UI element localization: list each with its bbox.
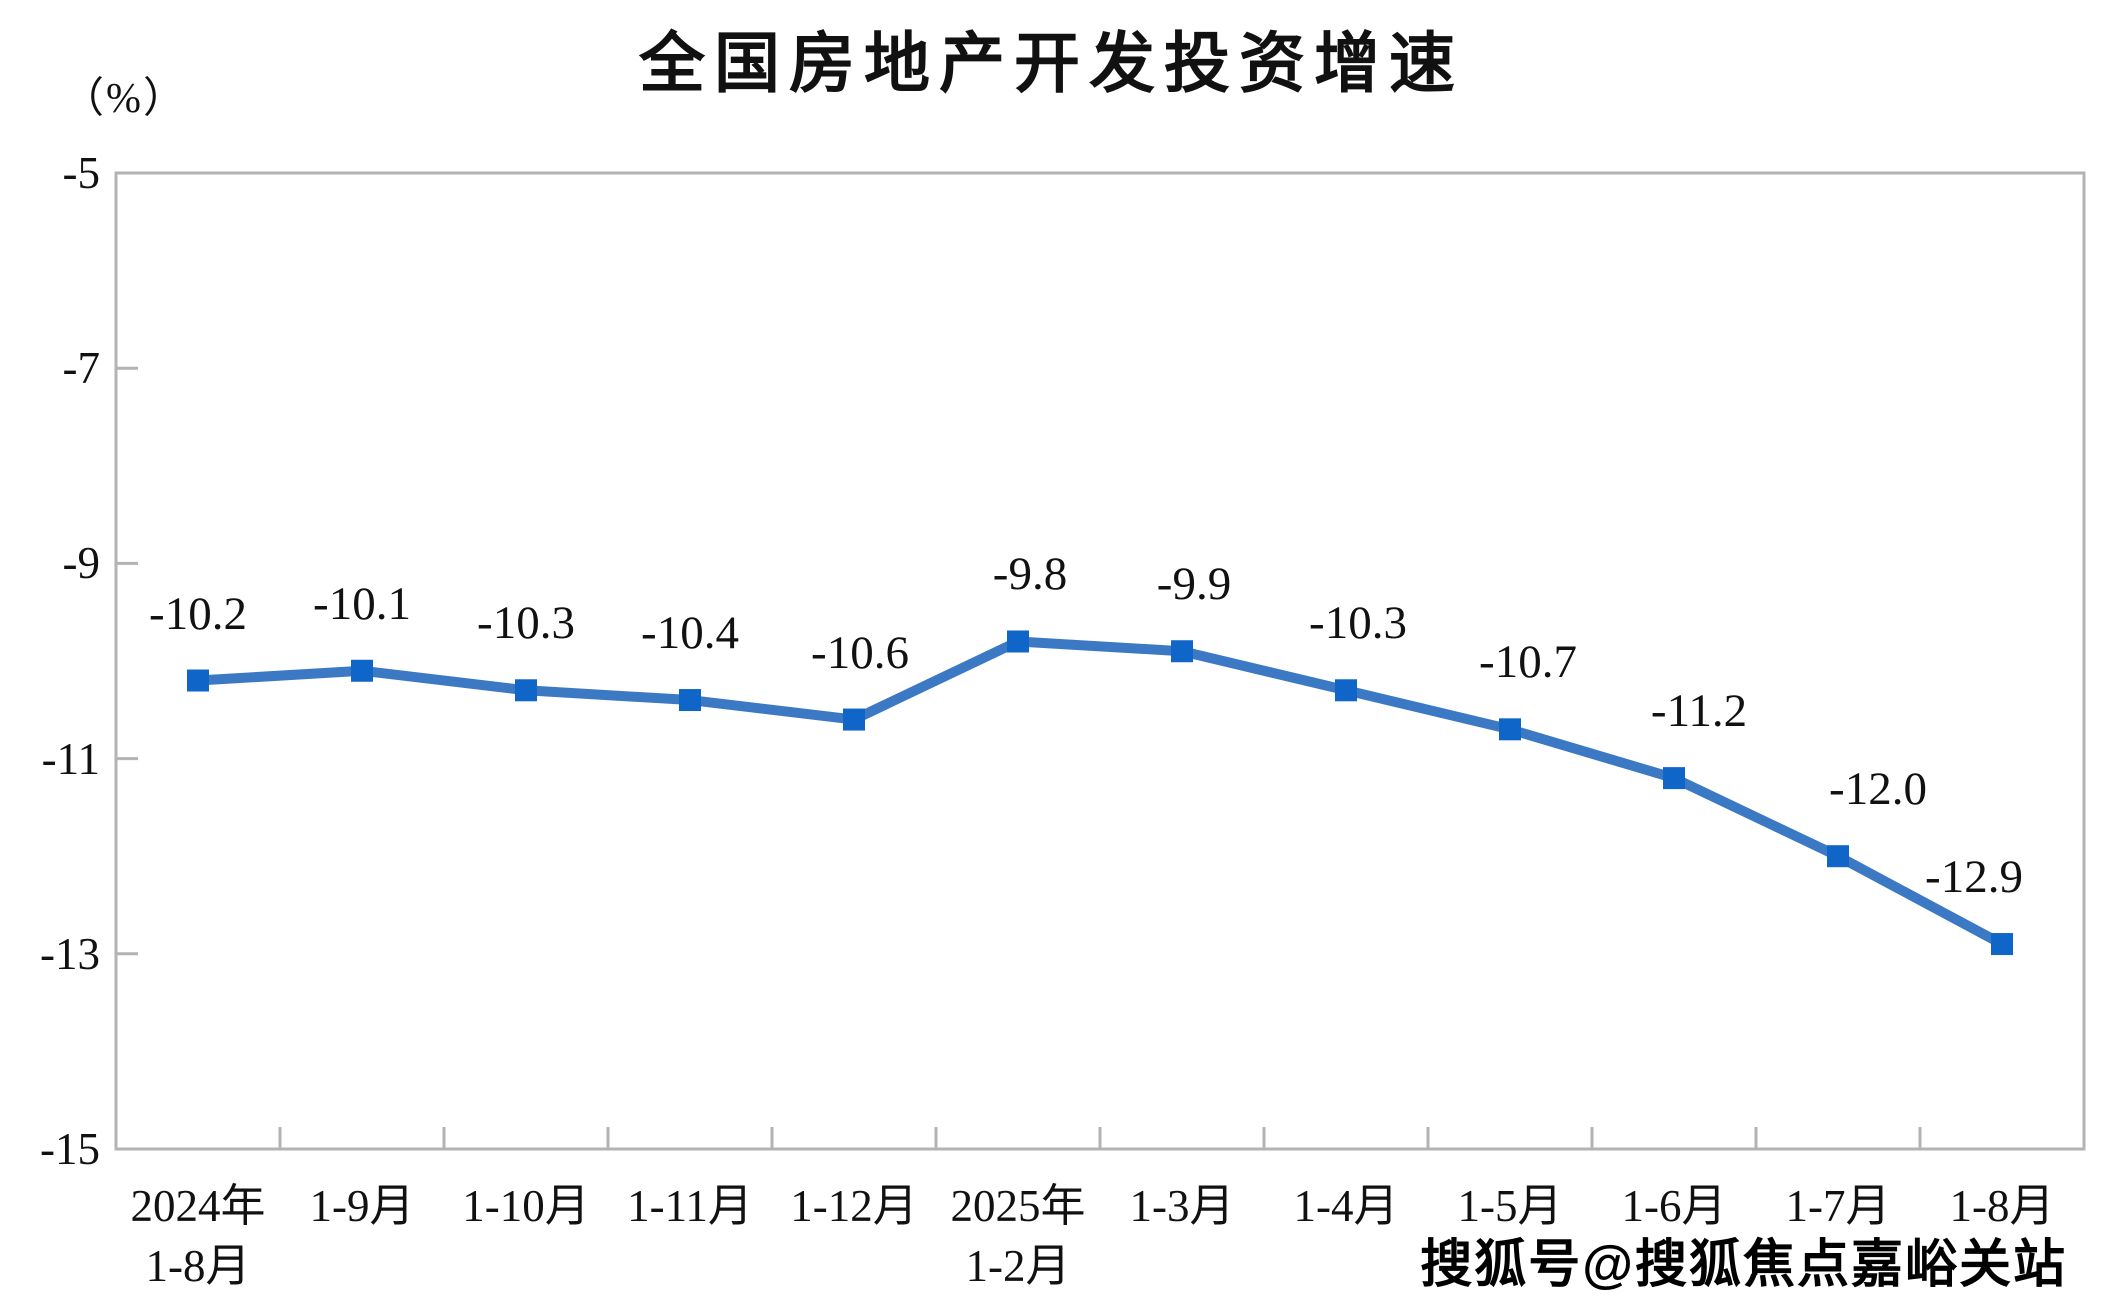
data-point-marker: [351, 659, 373, 682]
data-point-marker: [1827, 845, 1849, 868]
y-axis-tick-label: -13: [40, 928, 100, 979]
data-point-label: -12.0: [1829, 763, 1927, 816]
data-point-marker: [1991, 933, 2013, 956]
x-axis-category-label: 1-9月: [309, 1181, 415, 1231]
data-point-label: -9.9: [1156, 558, 1232, 611]
data-point-marker: [679, 689, 701, 712]
data-point-marker: [515, 679, 537, 702]
x-axis-category-label-line2: 1-8月: [145, 1241, 251, 1291]
data-point-label: -10.7: [1479, 636, 1577, 689]
x-axis-category-label: 1-11月: [627, 1181, 753, 1231]
data-point-marker: [843, 708, 865, 731]
x-axis-category-label: 2025年: [950, 1181, 1086, 1231]
data-point-marker: [187, 669, 209, 692]
data-point-marker: [1335, 679, 1357, 702]
x-axis-category-label: 1-6月: [1621, 1181, 1727, 1231]
y-axis-tick-label: -9: [62, 538, 101, 589]
data-point-label: -9.8: [992, 548, 1068, 601]
data-point-marker: [1171, 640, 1193, 663]
data-point-marker: [1499, 718, 1521, 741]
x-axis-category-label: 1-8月: [1949, 1181, 2055, 1231]
y-axis-tick-label: -15: [40, 1124, 100, 1174]
data-point-label: -10.4: [641, 607, 739, 660]
x-axis-category-label: 1-5月: [1457, 1181, 1563, 1231]
y-axis-unit-label: （%）: [62, 76, 187, 122]
y-axis-tick-label: -7: [62, 343, 101, 394]
x-axis-category-label: 1-3月: [1129, 1181, 1235, 1231]
x-axis-category-label: 1-7月: [1785, 1181, 1891, 1231]
x-axis-category-label-line2: 1-2月: [965, 1241, 1071, 1291]
plot-area-border: [114, 171, 2086, 1151]
data-point-label: -10.1: [313, 577, 411, 630]
y-axis-tick-label: -11: [41, 733, 100, 784]
data-point-label: -11.2: [1650, 685, 1748, 738]
data-point-label: -10.3: [1309, 597, 1407, 650]
data-point-marker: [1663, 767, 1685, 790]
data-point-label: -10.2: [149, 587, 247, 640]
watermark: 搜狐号@搜狐焦点嘉峪关站: [1420, 1236, 2067, 1294]
x-axis-category-label: 1-10月: [462, 1181, 590, 1231]
chart-title: 全国房地产开发投资增速: [639, 26, 1464, 100]
data-point-label: -12.9: [1925, 851, 2023, 904]
data-point-label: -10.6: [811, 626, 909, 679]
data-point-label: -10.3: [477, 597, 575, 650]
x-axis-category-label: 1-12月: [790, 1181, 918, 1231]
x-axis-category-label: 2024年: [130, 1181, 266, 1231]
data-line: [193, 636, 2007, 950]
data-point-marker: [1007, 630, 1029, 653]
x-axis-category-label: 1-4月: [1293, 1181, 1399, 1231]
y-axis-tick-label: -5: [62, 148, 101, 198]
